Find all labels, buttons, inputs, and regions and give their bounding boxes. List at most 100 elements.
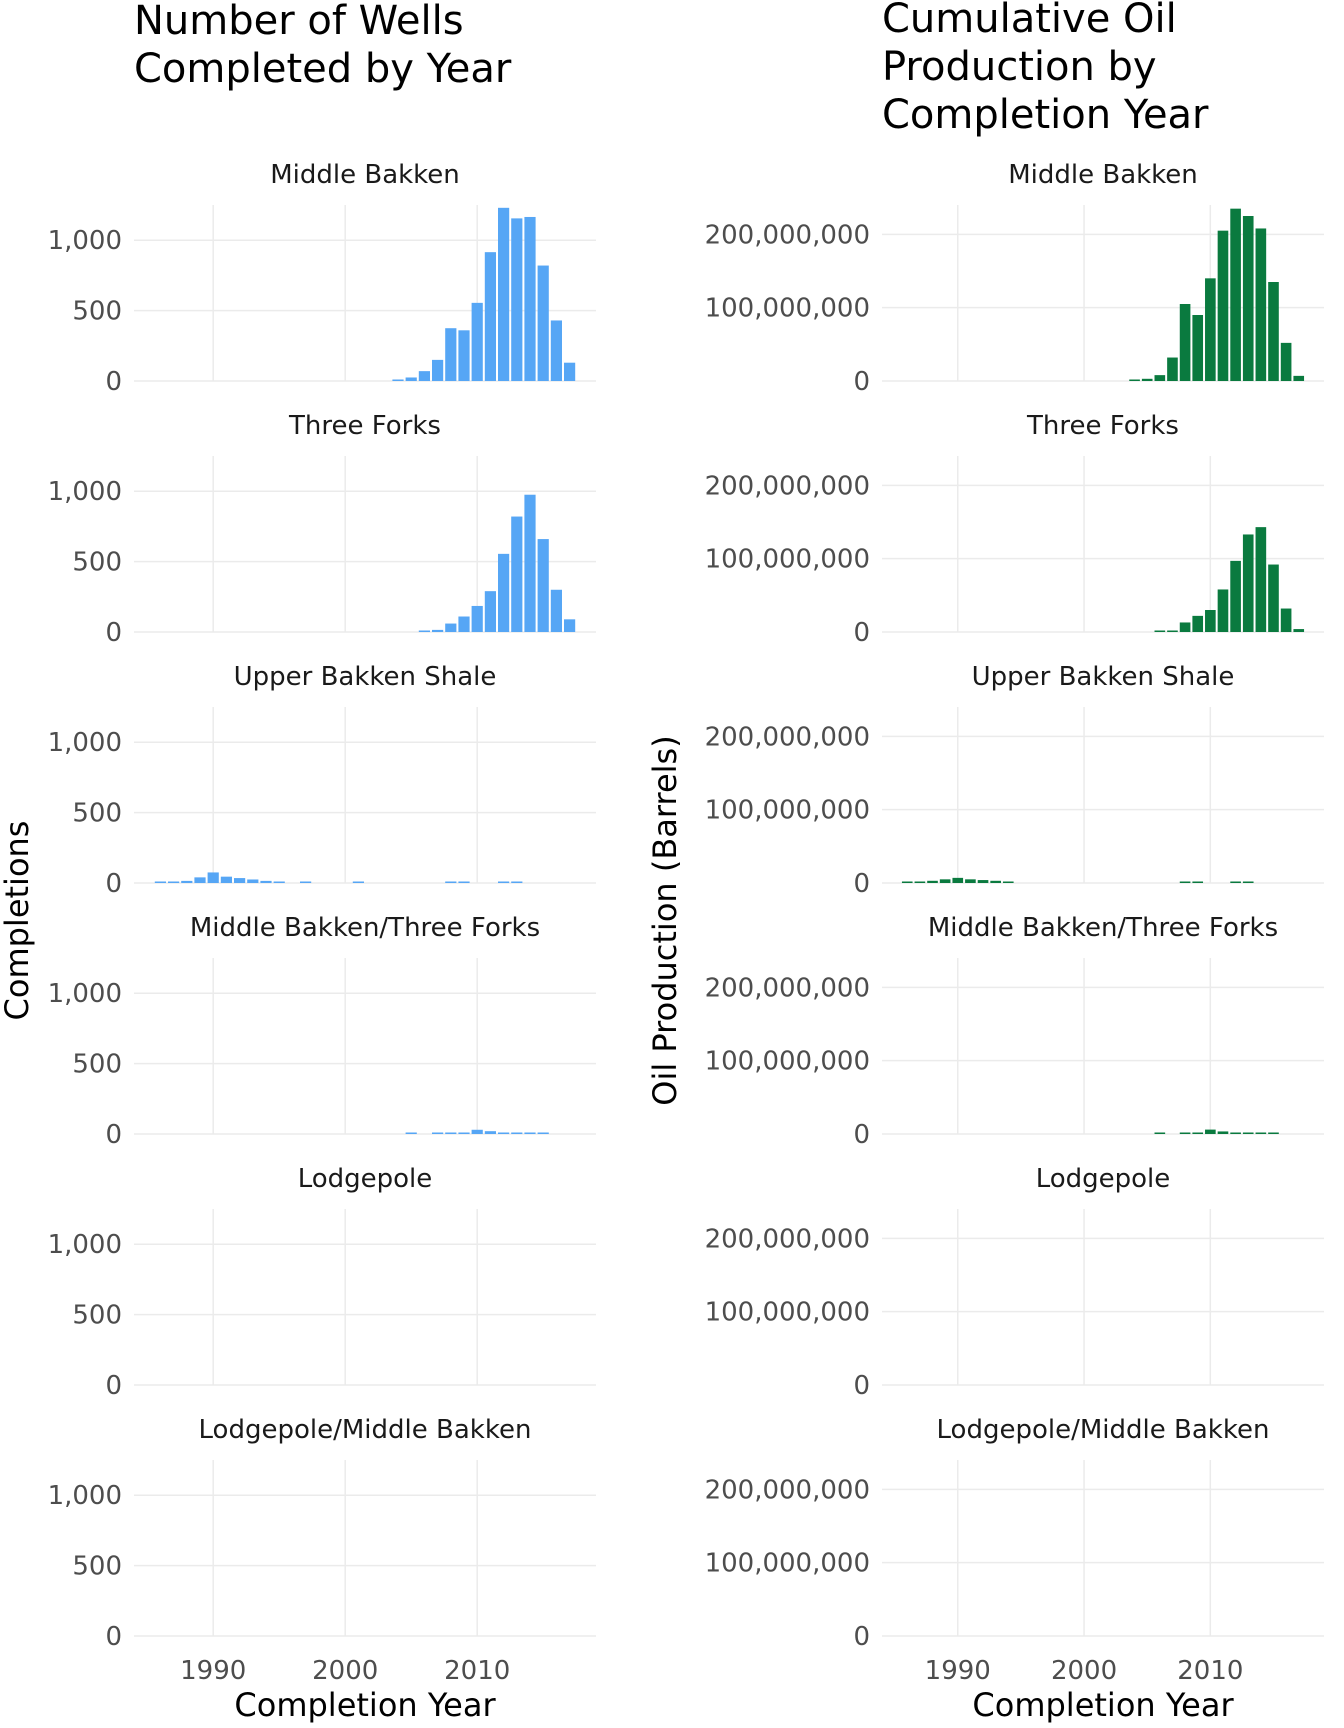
chart-1-bar: [1179, 622, 1191, 632]
chart-0-bar: [405, 1132, 417, 1134]
chart-1-y-tick-label: 0: [853, 367, 870, 397]
chart-1-y-tick-label: 0: [853, 1622, 870, 1652]
chart-0-y-tick-label: 500: [72, 297, 122, 327]
chart-0-bar: [445, 623, 457, 632]
chart-0-y-tick-label: 500: [72, 1301, 122, 1331]
chart-0-x-tick-label: 2000: [312, 1656, 378, 1686]
chart-1-y-tick-label: 200,000,000: [705, 1475, 870, 1505]
chart-0-bar: [418, 630, 430, 632]
chart-1-y-tick-label: 100,000,000: [705, 796, 870, 826]
chart-1-bar: [1179, 1132, 1191, 1134]
chart-0-bar: [524, 216, 536, 381]
chart-1-bar: [1217, 230, 1229, 381]
chart-0-bar: [484, 252, 496, 381]
chart-1-bar: [1242, 1132, 1254, 1134]
chart-0-bar: [168, 881, 180, 883]
chart-0-facet-label: Lodgepole: [298, 1164, 433, 1194]
chart-1-y-tick-label: 0: [853, 618, 870, 648]
chart-0-y-tick-label: 500: [72, 799, 122, 829]
chart-1-facet-label: Three Forks: [1026, 411, 1179, 441]
chart-1-bar: [1217, 1131, 1229, 1134]
chart-1-x-axis-title: Completion Year: [972, 1686, 1234, 1724]
chart-1-bar: [1280, 608, 1292, 632]
chart-1-bar: [1192, 1132, 1204, 1134]
chart-1-bar: [1255, 1132, 1267, 1134]
chart-0-bar: [352, 881, 364, 883]
chart-0-x-axis-title: Completion Year: [234, 1686, 496, 1724]
chart-1-bar: [1192, 315, 1204, 381]
chart-0-bar: [392, 379, 404, 381]
chart-0-y-tick-label: 500: [72, 1552, 122, 1582]
chart-1-facet-label: Upper Bakken Shale: [972, 662, 1235, 692]
chart-0-bar: [484, 1131, 496, 1134]
chart-0-bar: [564, 619, 576, 632]
chart-1-bar: [1242, 881, 1254, 883]
chart-0-bar: [458, 330, 470, 381]
chart-1-y-tick-label: 100,000,000: [705, 545, 870, 575]
chart-1-bar: [1192, 881, 1204, 883]
chart-0-bar: [432, 1132, 444, 1134]
chart-1-bar: [1242, 534, 1254, 632]
chart-1-y-axis-title: Oil Production (Barrels): [646, 735, 684, 1105]
chart-0-bar: [498, 1132, 510, 1134]
chart-1-bar: [1167, 630, 1178, 632]
chart-1-bar: [1154, 375, 1166, 381]
chart-0-facet-label: Lodgepole/Middle Bakken: [199, 1415, 532, 1445]
chart-0-bar: [445, 1132, 457, 1134]
chart-1-y-tick-label: 0: [853, 869, 870, 899]
chart-1-x-tick-label: 2000: [1051, 1656, 1117, 1686]
chart-1-bar: [1154, 1132, 1166, 1134]
chart-1-bar: [1205, 1129, 1216, 1134]
chart-0-bar: [471, 605, 483, 632]
chart-1-x-tick-label: 1990: [925, 1656, 991, 1686]
chart-1-bar: [952, 877, 964, 883]
chart-0-bar: [154, 881, 166, 883]
chart-1-bar: [1293, 375, 1305, 381]
chart-0-bar: [511, 218, 523, 381]
chart-1-bar: [1217, 589, 1229, 632]
chart-0-bar: [445, 881, 457, 883]
chart-0-bar: [432, 629, 444, 632]
chart-1-bar: [914, 881, 926, 883]
chart-1-bar: [1141, 378, 1153, 381]
chart-0-bar: [260, 880, 272, 883]
chart-1-bar: [1179, 881, 1191, 883]
chart-0-bar: [550, 320, 562, 381]
chart-1-facet-label: Lodgepole/Middle Bakken: [937, 1415, 1270, 1445]
chart-0-bar: [458, 616, 470, 632]
chart-1-y-tick-label: 200,000,000: [705, 220, 870, 250]
chart-1-y-tick-label: 100,000,000: [705, 294, 870, 324]
chart-0-y-tick-label: 0: [105, 618, 122, 648]
chart-0-bar: [524, 494, 536, 632]
chart-0-bar: [537, 539, 549, 632]
chart-1-bar: [1167, 357, 1178, 381]
chart-0-bar: [234, 878, 246, 883]
chart-0-bar: [432, 359, 444, 381]
chart-1-facet-label: Middle Bakken/Three Forks: [928, 913, 1278, 943]
chart-1-y-tick-label: 0: [853, 1371, 870, 1401]
chart-0-y-tick-label: 500: [72, 1050, 122, 1080]
chart-1-bar: [965, 879, 976, 883]
chart-0-y-tick-label: 500: [72, 548, 122, 578]
chart-1-bar: [1268, 564, 1279, 632]
chart-1-bar: [1205, 278, 1216, 381]
chart-0-y-tick-label: 1,000: [48, 226, 122, 256]
chart-1-bar: [1192, 615, 1204, 632]
chart-0-facet-label: Middle Bakken/Three Forks: [190, 913, 540, 943]
chart-1-bar: [1129, 379, 1140, 381]
chart-0-bar: [458, 881, 470, 883]
chart-0-y-tick-label: 0: [105, 1120, 122, 1150]
chart-0-bar: [273, 881, 285, 883]
chart-0-y-tick-label: 1,000: [48, 477, 122, 507]
chart-0-bar: [537, 1132, 549, 1134]
chart-1-facet-label: Lodgepole: [1036, 1164, 1171, 1194]
chart-0-bar: [564, 362, 576, 381]
chart-1-y-tick-label: 100,000,000: [705, 1549, 870, 1579]
chart-0-title-line-1: Completed by Year: [134, 46, 512, 92]
chart-0-bar: [524, 1132, 536, 1134]
chart-0-x-tick-label: 2010: [444, 1656, 510, 1686]
chart-0-facet-label: Three Forks: [288, 411, 441, 441]
chart-1-bar: [1293, 629, 1305, 632]
chart-1-bar: [977, 880, 989, 883]
